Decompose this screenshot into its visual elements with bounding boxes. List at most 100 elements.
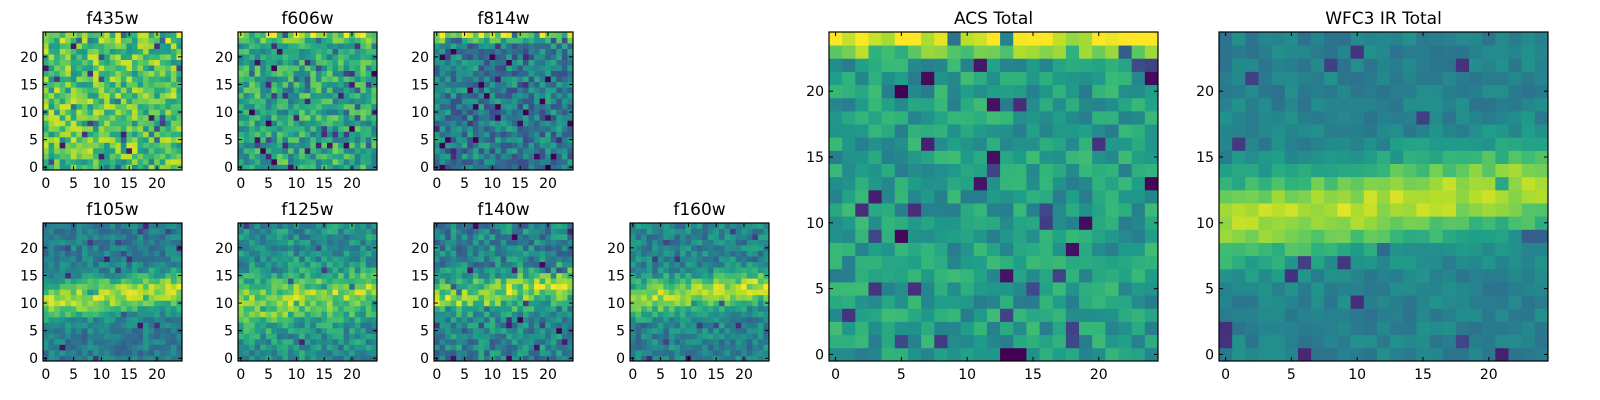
heatmap-cell bbox=[170, 250, 177, 257]
heatmap-cell bbox=[685, 289, 692, 296]
heatmap-cell bbox=[343, 70, 350, 77]
heatmap-cell bbox=[315, 223, 322, 229]
heatmap-cell bbox=[360, 54, 367, 60]
heatmap-cell bbox=[288, 92, 294, 99]
heatmap-cell bbox=[165, 289, 172, 296]
heatmap-cell bbox=[265, 289, 272, 296]
heatmap-cell bbox=[93, 153, 99, 160]
heatmap-cell bbox=[76, 338, 83, 345]
heatmap-cell bbox=[288, 87, 294, 94]
heatmap-cell bbox=[986, 347, 1001, 362]
heatmap-cell bbox=[556, 65, 563, 72]
heatmap-cell bbox=[506, 125, 513, 132]
heatmap-cell bbox=[271, 234, 278, 240]
heatmap-cell bbox=[522, 327, 529, 334]
heatmap-cell bbox=[43, 283, 49, 290]
heatmap-cell bbox=[489, 344, 496, 351]
heatmap-cell bbox=[288, 294, 294, 301]
heatmap-cell bbox=[109, 234, 116, 240]
heatmap-cell bbox=[365, 228, 372, 235]
heatmap-cell bbox=[137, 103, 144, 110]
heatmap-cell bbox=[506, 223, 513, 229]
heatmap-cell bbox=[59, 158, 66, 165]
heatmap-cell bbox=[545, 256, 552, 263]
heatmap-cell bbox=[1065, 347, 1080, 362]
heatmap-cell bbox=[1105, 334, 1119, 349]
heatmap-cell bbox=[104, 338, 111, 345]
heatmap-cell bbox=[76, 131, 83, 138]
heatmap-cell bbox=[668, 289, 675, 296]
heatmap-cell bbox=[456, 65, 463, 72]
heatmap-cell bbox=[54, 311, 61, 318]
heatmap-cell bbox=[310, 333, 317, 340]
heatmap-cell bbox=[1052, 282, 1067, 296]
heatmap-cell bbox=[450, 76, 457, 83]
heatmap-cell bbox=[973, 321, 988, 336]
heatmap-cell bbox=[495, 164, 502, 171]
heatmap-cell bbox=[332, 349, 339, 356]
heatmap-cell bbox=[148, 261, 155, 268]
heatmap-cell bbox=[354, 316, 361, 323]
heatmap-cell bbox=[467, 164, 474, 171]
heatmap-cell bbox=[326, 355, 333, 362]
heatmap-cell bbox=[315, 272, 322, 279]
heatmap-cell bbox=[343, 37, 350, 44]
heatmap-cell bbox=[65, 278, 72, 285]
heatmap-cell bbox=[76, 76, 83, 83]
heatmap-cell bbox=[484, 32, 490, 38]
heatmap-cell bbox=[349, 267, 356, 274]
heatmap-cell bbox=[293, 245, 300, 251]
heatmap-cell bbox=[556, 289, 563, 296]
heatmap-cell bbox=[439, 250, 446, 257]
heatmap-cell bbox=[567, 283, 574, 290]
heatmap-cell bbox=[354, 103, 361, 110]
heatmap-cell bbox=[1131, 282, 1146, 296]
heatmap-cell bbox=[730, 294, 737, 301]
heatmap-cell bbox=[165, 316, 172, 323]
heatmap-cell bbox=[561, 322, 568, 329]
heatmap-cell bbox=[260, 311, 267, 318]
heatmap-cell bbox=[260, 228, 267, 235]
heatmap-cell bbox=[894, 189, 909, 204]
heatmap-cell bbox=[59, 147, 66, 154]
heatmap-cell bbox=[500, 54, 507, 60]
heatmap-cell bbox=[450, 136, 457, 143]
heatmap-cell bbox=[907, 347, 922, 362]
heatmap-cell bbox=[159, 355, 166, 362]
heatmap-cell bbox=[354, 54, 361, 60]
heatmap-cell bbox=[630, 316, 636, 323]
heatmap-cell bbox=[354, 142, 361, 149]
heatmap-cell bbox=[48, 164, 55, 171]
heatmap-cell bbox=[304, 125, 311, 132]
heatmap-cell bbox=[304, 98, 311, 105]
heatmap-cell bbox=[354, 158, 361, 165]
heatmap-cell bbox=[478, 76, 485, 83]
heatmap-cell bbox=[321, 245, 328, 251]
heatmap-cell bbox=[713, 349, 720, 356]
heatmap-cell bbox=[159, 43, 166, 49]
heatmap-cell bbox=[76, 103, 83, 110]
heatmap-cell bbox=[143, 283, 150, 290]
heatmap-cell bbox=[646, 250, 653, 257]
heatmap-cell bbox=[561, 81, 568, 88]
heatmap-cell bbox=[478, 267, 485, 274]
heatmap-cell bbox=[93, 278, 99, 285]
heatmap-cell bbox=[646, 256, 653, 263]
x-tick-label: 0 bbox=[432, 176, 441, 192]
heatmap-cell bbox=[960, 282, 975, 296]
heatmap-cell bbox=[674, 349, 681, 356]
heatmap-cell bbox=[635, 311, 642, 318]
heatmap-cell bbox=[696, 349, 703, 356]
heatmap-cell bbox=[98, 333, 105, 340]
heatmap-cell bbox=[472, 333, 479, 340]
heatmap-cell bbox=[343, 158, 350, 165]
heatmap-cell bbox=[484, 37, 490, 44]
heatmap-cell bbox=[343, 87, 350, 94]
heatmap-cell bbox=[59, 239, 66, 246]
heatmap-cell bbox=[154, 136, 161, 143]
heatmap-cell bbox=[43, 76, 49, 83]
heatmap-cell bbox=[299, 81, 306, 88]
heatmap-cell bbox=[1026, 163, 1040, 178]
heatmap-cell bbox=[321, 125, 328, 132]
heatmap-cell bbox=[321, 87, 328, 94]
